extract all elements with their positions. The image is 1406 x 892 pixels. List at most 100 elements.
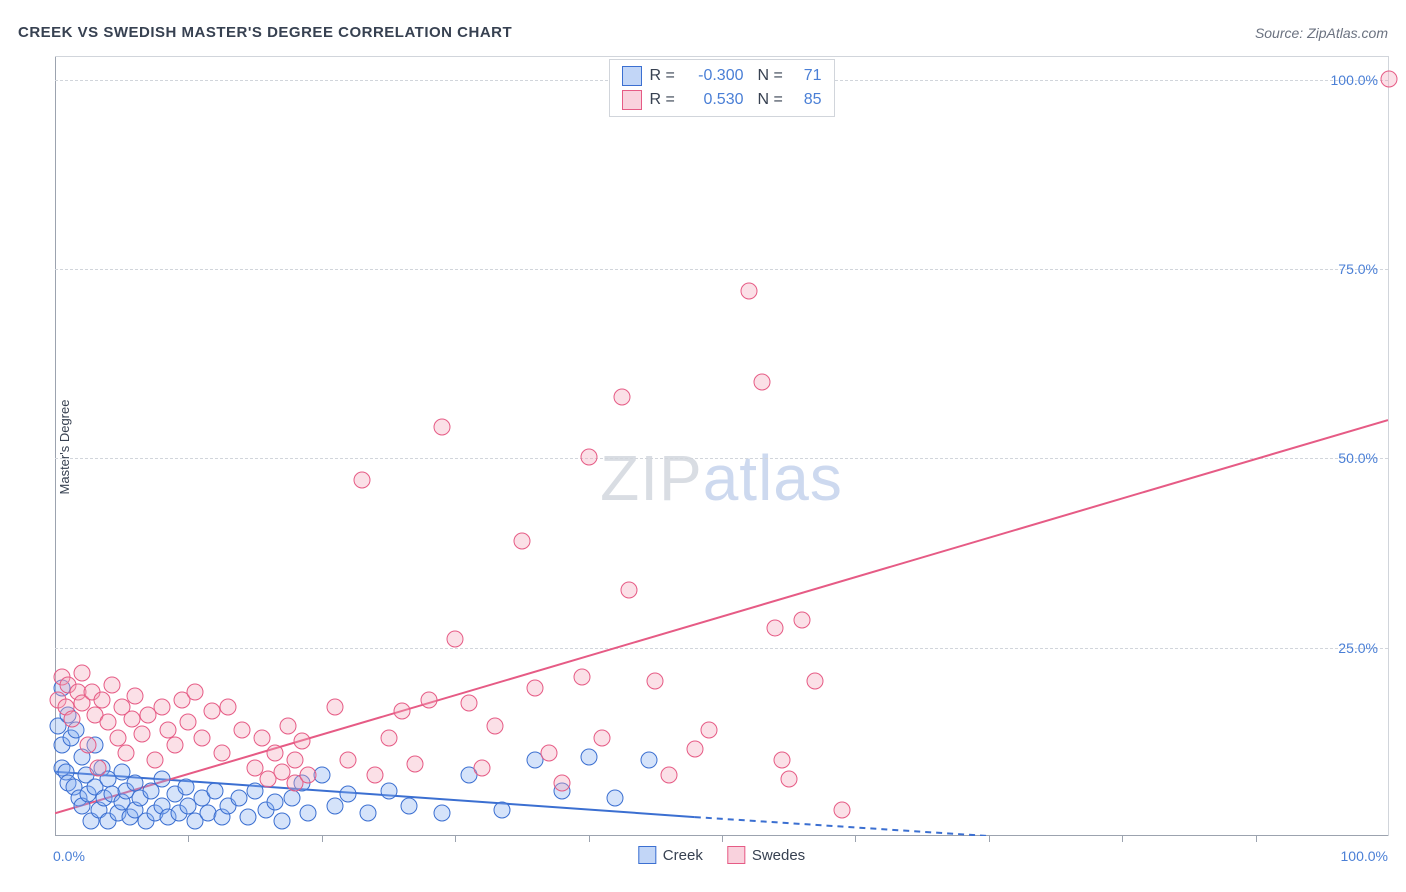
- data-point: [687, 740, 704, 757]
- data-point: [167, 737, 184, 754]
- data-point: [327, 699, 344, 716]
- data-point: [580, 748, 597, 765]
- data-point: [231, 790, 248, 807]
- data-point: [287, 752, 304, 769]
- x-tick: [322, 836, 323, 842]
- data-point: [380, 729, 397, 746]
- x-axis-min-label: 0.0%: [53, 848, 85, 864]
- watermark: ZIPatlas: [600, 441, 843, 515]
- data-point: [774, 752, 791, 769]
- x-tick: [455, 836, 456, 842]
- data-point: [513, 532, 530, 549]
- data-point: [613, 388, 630, 405]
- data-point: [204, 703, 221, 720]
- data-point: [267, 744, 284, 761]
- data-point: [133, 725, 150, 742]
- y-tick-label: 25.0%: [1338, 640, 1378, 656]
- data-point: [607, 790, 624, 807]
- data-point: [353, 472, 370, 489]
- data-point: [580, 449, 597, 466]
- data-point: [300, 767, 317, 784]
- x-tick: [1256, 836, 1257, 842]
- legend-label: Swedes: [752, 847, 805, 864]
- legend-stat-row: R = -0.300 N = 71: [622, 64, 822, 88]
- data-point: [64, 710, 81, 727]
- data-point: [807, 672, 824, 689]
- legend-swatch: [727, 846, 745, 864]
- legend-swatch: [638, 846, 656, 864]
- x-tick: [589, 836, 590, 842]
- x-tick: [989, 836, 990, 842]
- data-point: [73, 665, 90, 682]
- data-point: [433, 419, 450, 436]
- data-point: [89, 759, 106, 776]
- legend-item: Creek: [638, 846, 703, 864]
- r-label: R =: [650, 67, 678, 85]
- data-point: [700, 721, 717, 738]
- data-point: [153, 771, 170, 788]
- data-point: [407, 756, 424, 773]
- data-point: [527, 680, 544, 697]
- x-tick: [188, 836, 189, 842]
- data-point: [100, 714, 117, 731]
- data-point: [380, 782, 397, 799]
- data-point: [573, 668, 590, 685]
- source-attribution: Source: ZipAtlas.com: [1255, 25, 1388, 41]
- y-axis-label: Master's Degree: [57, 399, 72, 494]
- n-value: 71: [794, 67, 822, 85]
- data-point: [220, 699, 237, 716]
- data-point: [433, 805, 450, 822]
- data-point: [553, 775, 570, 792]
- data-point: [794, 612, 811, 629]
- data-point: [213, 744, 230, 761]
- data-point: [660, 767, 677, 784]
- r-value: -0.300: [686, 67, 744, 85]
- data-point: [127, 687, 144, 704]
- trend-lines: [55, 57, 1388, 836]
- data-point: [487, 718, 504, 735]
- gridline: [55, 648, 1388, 649]
- data-point: [540, 744, 557, 761]
- chart-title: CREEK VS SWEDISH MASTER'S DEGREE CORRELA…: [18, 24, 512, 41]
- data-point: [393, 703, 410, 720]
- n-value: 85: [794, 91, 822, 109]
- data-point: [360, 805, 377, 822]
- data-point: [493, 801, 510, 818]
- data-point: [193, 729, 210, 746]
- data-point: [620, 581, 637, 598]
- data-point: [93, 691, 110, 708]
- data-point: [754, 373, 771, 390]
- data-point: [340, 752, 357, 769]
- data-point: [284, 790, 301, 807]
- data-point: [647, 672, 664, 689]
- data-point: [267, 793, 284, 810]
- y-tick-label: 100.0%: [1331, 72, 1378, 88]
- data-point: [340, 786, 357, 803]
- data-point: [447, 631, 464, 648]
- data-point: [420, 691, 437, 708]
- data-point: [280, 718, 297, 735]
- data-point: [80, 737, 97, 754]
- data-point: [293, 733, 310, 750]
- y-tick-label: 50.0%: [1338, 450, 1378, 466]
- data-point: [300, 805, 317, 822]
- legend-label: Creek: [663, 847, 703, 864]
- legend-stat-row: R =0.530N =85: [622, 88, 822, 112]
- x-tick: [855, 836, 856, 842]
- x-tick: [722, 836, 723, 842]
- y-tick-label: 75.0%: [1338, 261, 1378, 277]
- legend-item: Swedes: [727, 846, 805, 864]
- data-point: [400, 797, 417, 814]
- data-point: [117, 744, 134, 761]
- r-value: 0.530: [686, 91, 744, 109]
- data-point: [1381, 70, 1398, 87]
- data-point: [834, 801, 851, 818]
- data-point: [367, 767, 384, 784]
- scatter-chart: Master's Degree ZIPatlas 25.0% 50.0% 75.0%…: [55, 56, 1389, 836]
- legend-swatch: [622, 90, 642, 110]
- data-point: [740, 282, 757, 299]
- n-label: N =: [758, 67, 786, 85]
- data-point: [253, 729, 270, 746]
- data-point: [207, 782, 224, 799]
- data-point: [780, 771, 797, 788]
